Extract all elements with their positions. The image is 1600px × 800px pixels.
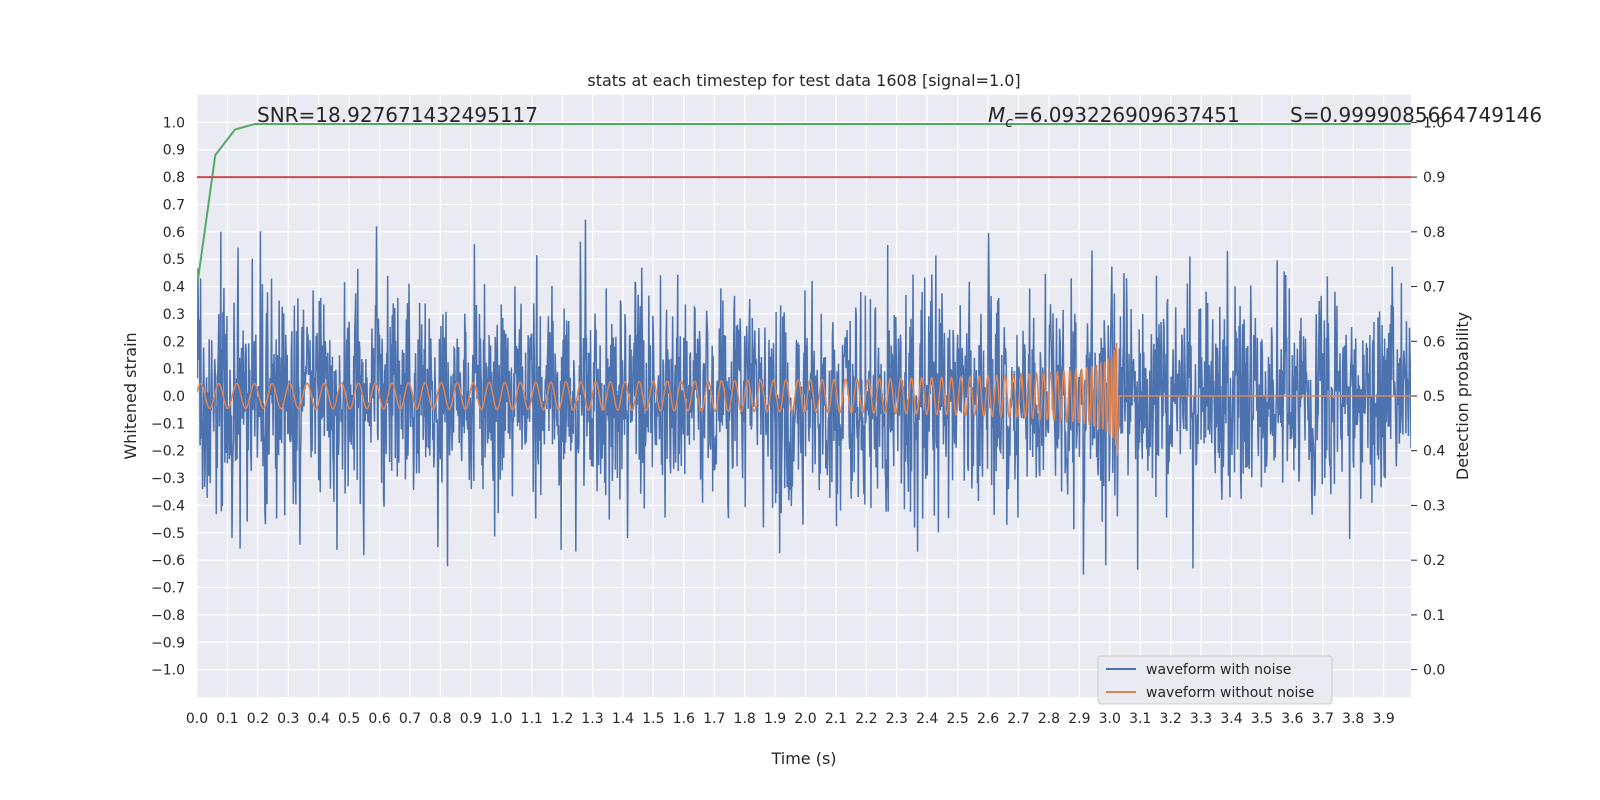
y-tick-label: −0.9: [151, 635, 185, 651]
x-tick-label: 1.2: [551, 711, 573, 727]
y-tick-label: −0.7: [151, 581, 185, 597]
y-tick-label: −0.1: [151, 416, 185, 432]
x-tick-label: 1.4: [612, 711, 634, 727]
y-tick-label: 0.2: [163, 334, 185, 350]
x-tick-label: 1.5: [642, 711, 664, 727]
y2-tick-label: 0.1: [1423, 608, 1445, 624]
y-tick-label: 0.3: [163, 307, 185, 323]
x-tick-label: 2.3: [886, 711, 908, 727]
x-tick-label: 1.1: [521, 711, 543, 727]
y-tick-label: −0.8: [151, 608, 185, 624]
series-waveform-without-noise: [197, 342, 1411, 457]
x-tick-label: 1.0: [490, 711, 512, 727]
y-tick-label: −0.3: [151, 471, 185, 487]
y-tick-label: 0.7: [163, 197, 185, 213]
series-waveform-with-noise: [197, 219, 1411, 575]
y-tick-label: −1.0: [151, 663, 185, 679]
y2-tick-label: 0.4: [1423, 444, 1445, 460]
legend-label-noise: waveform with noise: [1146, 662, 1291, 678]
y2-tick-label: 0.8: [1423, 225, 1445, 241]
x-tick-label: 3.2: [1160, 711, 1182, 727]
grid: [196, 95, 1411, 697]
legend: waveform with noise waveform without noi…: [1097, 655, 1333, 705]
y-tick-label: 0.1: [163, 362, 185, 378]
x-tick-label: 3.1: [1129, 711, 1151, 727]
x-tick-label: 2.0: [794, 711, 816, 727]
x-tick-label: 2.4: [916, 711, 938, 727]
x-axis-label: Time (s): [770, 749, 836, 768]
x-tick-label: 2.8: [1038, 711, 1060, 727]
y-axis-ticks: 1.0 0.9 0.8 0.7 0.6 0.5 0.4 0.3 0.2 0.1 0.0 −0.1 −0.…: [151, 115, 185, 678]
mc-symbol: M: [988, 103, 1005, 127]
x-tick-label: 3.9: [1372, 711, 1394, 727]
y-tick-label: 0.8: [163, 170, 185, 186]
x-tick-label: 1.7: [703, 711, 725, 727]
x-tick-label: 3.3: [1190, 711, 1212, 727]
x-tick-label: 2.6: [977, 711, 999, 727]
legend-label-clean: waveform without noise: [1146, 685, 1314, 701]
x-tick-label: 0.3: [277, 711, 299, 727]
y-tick-label: 1.0: [163, 115, 185, 131]
y2-tick-label: 0.6: [1423, 334, 1445, 350]
y2-axis-label: Detection probability: [1453, 312, 1472, 480]
y-tick-label: −0.6: [151, 553, 185, 569]
x-tick-label: 2.9: [1068, 711, 1090, 727]
y2-axis-ticks: 1.0 0.9 0.8 0.7 0.6 0.5 0.4 0.3 0.2 0.1 0.0: [1411, 115, 1445, 679]
y-tick-label: 0.5: [163, 252, 185, 268]
x-tick-label: 3.7: [1312, 711, 1334, 727]
x-tick-label: 3.6: [1281, 711, 1303, 727]
x-tick-label: 1.6: [673, 711, 695, 727]
y2-tick-label: 0.7: [1423, 280, 1445, 296]
series-layer: [197, 123, 1411, 575]
y2-tick-label: 1.0: [1423, 115, 1445, 131]
x-tick-label: 0.4: [308, 711, 330, 727]
x-tick-label: 2.2: [855, 711, 877, 727]
x-tick-label: 3.8: [1342, 711, 1364, 727]
mc-value: =6.093226909637451: [1013, 103, 1240, 127]
y2-tick-label: 0.9: [1423, 170, 1445, 186]
x-tick-label: 1.8: [734, 711, 756, 727]
x-tick-label: 0.5: [338, 711, 360, 727]
x-axis-ticks: 0.0 0.1 0.2 0.3 0.4 0.5 0.6 0.7 0.8 0.9 1.0 1.1 1.2 1…: [186, 711, 1395, 727]
x-tick-label: 0.0: [186, 711, 208, 727]
x-tick-label: 2.7: [1007, 711, 1029, 727]
x-tick-label: 0.1: [216, 711, 238, 727]
y2-tick-label: 0.5: [1423, 389, 1445, 405]
y-axis-label: Whitened strain: [121, 332, 140, 459]
y-tick-label: 0.9: [163, 143, 185, 159]
x-tick-label: 3.0: [1099, 711, 1121, 727]
x-tick-label: 0.2: [247, 711, 269, 727]
x-tick-label: 0.7: [399, 711, 421, 727]
y-tick-label: −0.5: [151, 526, 185, 542]
snr-annotation: SNR=18.927671432495117: [257, 103, 538, 127]
y-tick-label: 0.4: [163, 280, 185, 296]
y-tick-label: 0.0: [163, 389, 185, 405]
y2-tick-label: 0.3: [1423, 498, 1445, 514]
x-tick-label: 0.6: [368, 711, 390, 727]
y2-tick-label: 0.0: [1423, 663, 1445, 679]
x-tick-label: 3.4: [1220, 711, 1242, 727]
x-tick-label: 1.9: [764, 711, 786, 727]
y-tick-label: −0.4: [151, 498, 185, 514]
x-tick-label: 0.8: [429, 711, 451, 727]
x-tick-label: 0.9: [460, 711, 482, 727]
x-tick-label: 2.1: [825, 711, 847, 727]
legend-box: [1097, 655, 1333, 705]
x-tick-label: 2.5: [947, 711, 969, 727]
y2-tick-label: 0.2: [1423, 553, 1445, 569]
x-tick-label: 1.3: [581, 711, 603, 727]
chart-title: stats at each timestep for test data 160…: [587, 71, 1020, 90]
mc-subscript: c: [1005, 115, 1013, 131]
score-annotation: S=0.9999085664749146: [1290, 103, 1542, 127]
chirp-mass-annotation: Mc=6.093226909637451: [988, 103, 1240, 131]
y-tick-label: −0.2: [151, 444, 185, 460]
x-tick-label: 3.5: [1251, 711, 1273, 727]
y-tick-label: 0.6: [163, 225, 185, 241]
